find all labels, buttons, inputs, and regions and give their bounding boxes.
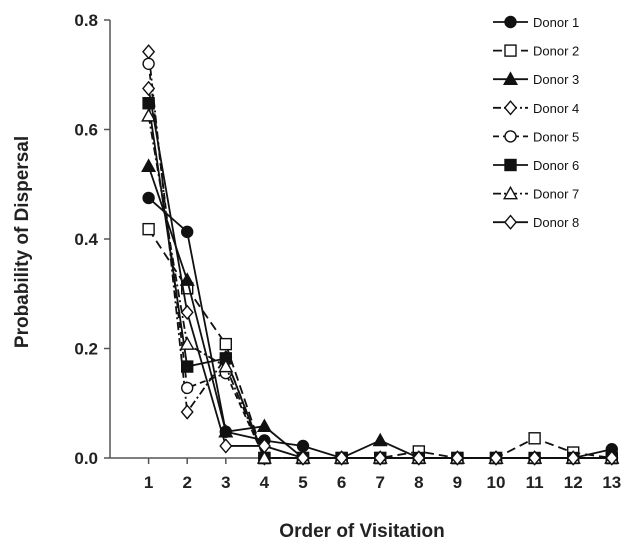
y-tick-label: 0.6 [74,121,98,140]
data-point [450,450,464,466]
legend: Donor 1 Donor 2 Donor 3 Donor 4 Donor 5 Donor… [493,15,579,230]
x-tick-label: 1 [144,473,153,492]
data-point [141,158,157,172]
data-point [372,432,388,447]
data-point [412,450,426,466]
data-point [179,272,195,286]
x-tick-label: 2 [182,473,191,492]
series-2 [142,222,618,465]
legend-label: Donor 4 [533,101,579,116]
legend-label: Donor 1 [533,15,579,30]
legend-marker [504,15,517,29]
x-tick-label: 6 [337,473,346,492]
x-tick-label: 13 [602,473,621,492]
legend-marker [503,214,518,230]
data-point [142,191,155,205]
data-point [257,438,271,454]
series-layer [141,44,620,466]
data-point [256,418,272,433]
data-point [605,450,619,466]
legend-marker [504,158,517,172]
y-tick-label: 0.8 [74,11,98,30]
data-point [528,450,542,466]
data-point [180,304,194,321]
legend-label: Donor 7 [533,187,579,202]
data-point [566,450,580,466]
legend-label: Donor 2 [533,44,579,59]
series-line [147,165,612,459]
legend-label: Donor 8 [533,215,579,230]
x-tick-label: 11 [526,473,544,492]
data-point [180,225,194,239]
legend-label: Donor 3 [533,72,579,87]
data-point [142,80,156,97]
x-tick-label: 8 [414,473,423,492]
data-point [219,438,233,454]
x-tick-label: 4 [260,473,270,492]
x-tick-label: 12 [564,473,583,492]
data-point [528,432,541,445]
x-tick-label: 9 [453,473,462,492]
legend-marker [502,185,519,200]
data-point [180,381,194,395]
data-point [219,337,233,351]
legend-marker [504,44,517,57]
x-tick-label: 5 [298,473,307,492]
data-point [218,358,234,373]
legend-marker [503,100,518,116]
x-axis-title: Order of Visitation [279,521,444,542]
data-point [180,404,194,420]
x-tick-label: 7 [375,473,384,492]
legend-marker [502,71,519,85]
series-line [147,228,612,459]
x-tick-label: 3 [221,473,230,492]
data-point [296,439,310,453]
legend-label: Donor 6 [533,158,579,173]
data-point [373,450,387,466]
y-tick-label: 0.0 [74,449,98,468]
data-point [489,450,503,466]
y-axis-title: Probability of Dispersal [12,136,33,348]
data-point [296,450,310,466]
data-point [256,450,272,464]
y-tick-label: 0.4 [74,230,98,249]
data-point [142,44,156,60]
legend-label: Donor 5 [533,129,579,144]
data-point [142,57,155,70]
data-point [335,450,349,466]
data-point [179,336,195,350]
data-point [141,108,157,122]
data-point [142,222,155,236]
data-point [180,360,194,373]
series-3 [141,158,620,464]
x-tick-label: 10 [487,473,506,492]
legend-marker [504,130,517,143]
y-tick-label: 0.2 [74,340,98,359]
series-8 [142,80,619,466]
